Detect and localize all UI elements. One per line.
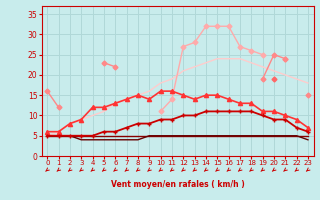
- X-axis label: Vent moyen/en rafales ( km/h ): Vent moyen/en rafales ( km/h ): [111, 180, 244, 189]
